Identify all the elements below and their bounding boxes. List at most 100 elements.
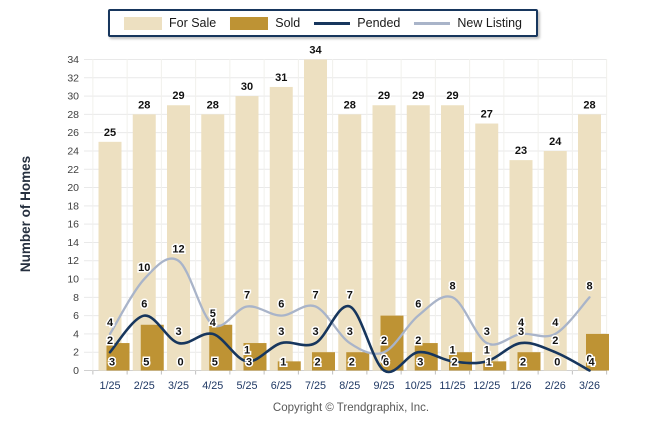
y-tick-label: 16	[67, 219, 79, 231]
for-sale-value-label: 29	[378, 90, 390, 102]
for-sale-value-label: 28	[207, 99, 219, 111]
legend-item-pended: Pended	[314, 16, 400, 30]
bar-sold-6/25	[277, 361, 301, 371]
y-tick-label: 8	[73, 292, 79, 304]
for-sale-value-label: 28	[583, 99, 595, 111]
new-listing-value-label: 3	[484, 326, 490, 338]
for-sale-value-label: 27	[481, 109, 493, 121]
y-tick-label: 22	[67, 164, 79, 176]
pended-value-label: 0	[381, 354, 387, 366]
legend-label: Pended	[357, 16, 401, 30]
bar-sold-10/25	[414, 343, 438, 371]
new-listing-line	[108, 257, 591, 355]
new-listing-line-swatch-icon	[414, 21, 451, 25]
bar-sold-2/25	[140, 324, 164, 371]
legend-label: Sold	[275, 16, 301, 30]
x-tick-label-7/25: 7/25	[305, 380, 326, 392]
legend-item-new-listing: New Listing	[414, 16, 522, 30]
pended-value-label: 1	[244, 344, 250, 356]
pended-value-label: 2	[415, 335, 421, 347]
bar-for-sale-2/25	[132, 114, 156, 371]
sold-value-label: 3	[417, 357, 423, 369]
sold-value-label: 4	[588, 357, 595, 369]
for-sale-value-label: 29	[412, 90, 424, 102]
bar-sold-1/26	[517, 352, 541, 371]
new-listing-value-label: 10	[138, 262, 150, 274]
new-listing-value-label: 3	[347, 326, 353, 338]
sold-value-label: 1	[486, 357, 492, 369]
x-tick-label-9/25: 9/25	[373, 380, 394, 392]
bar-for-sale-9/25	[372, 105, 396, 371]
new-listing-value-label: 4	[552, 317, 559, 329]
x-tick-label-3/26: 3/26	[579, 380, 600, 392]
pended-value-label: 4	[210, 317, 217, 329]
y-tick-label: 0	[73, 365, 79, 377]
for-sale-value-label: 30	[241, 81, 253, 93]
bar-for-sale-6/25	[269, 86, 293, 371]
for-sale-value-label: 29	[446, 90, 458, 102]
y-tick-label: 32	[67, 72, 79, 84]
copyright-text: Copyright © Trendgraphix, Inc.	[272, 402, 430, 414]
for-sale-value-label: 25	[104, 127, 116, 139]
x-tick-label-5/25: 5/25	[236, 380, 257, 392]
pended-value-label: 3	[312, 326, 318, 338]
pended-value-label: 6	[141, 299, 147, 311]
sold-value-label: 3	[109, 357, 115, 369]
bar-for-sale-12/25	[475, 123, 499, 371]
sold-value-label: 6	[383, 357, 389, 369]
for-sale-value-label: 34	[309, 45, 322, 57]
bar-for-sale-7/25	[304, 59, 327, 371]
pended-line-swatch-icon	[314, 21, 351, 25]
bar-for-sale-1/26	[509, 160, 533, 371]
pended-value-label: 3	[175, 326, 181, 338]
for-sale-value-label: 29	[172, 90, 184, 102]
y-tick-label: 10	[67, 274, 79, 286]
bar-for-sale-2/26	[543, 150, 567, 371]
pended-value-label: 1	[449, 344, 455, 356]
sold-value-label: 0	[177, 357, 183, 369]
y-tick-label: 30	[67, 91, 79, 103]
new-listing-value-label: 8	[586, 280, 592, 292]
new-listing-value-label: 2	[381, 335, 387, 347]
sold-value-label: 2	[349, 357, 355, 369]
legend-item-for-sale: For Sale	[123, 16, 217, 30]
new-listing-value-label: 6	[415, 299, 421, 311]
new-listing-value-label: 4	[107, 317, 114, 329]
x-tick-label-8/25: 8/25	[339, 380, 360, 392]
sold-value-label: 2	[314, 357, 320, 369]
new-listing-value-label: 7	[312, 289, 318, 301]
bar-for-sale-4/25	[201, 114, 225, 371]
legend-label: For Sale	[168, 16, 217, 30]
pended-value-label: 3	[278, 326, 284, 338]
new-listing-value-label: 5	[210, 308, 216, 320]
pended-value-label: 2	[107, 335, 113, 347]
bar-sold-12/25	[483, 361, 507, 371]
x-tick-label-2/26: 2/26	[545, 380, 566, 392]
x-tick-label-3/25: 3/25	[168, 380, 189, 392]
for-sale-value-label: 23	[515, 145, 527, 157]
new-listing-value-label: 8	[449, 280, 455, 292]
y-tick-label: 14	[67, 237, 79, 249]
bar-sold-3/26	[586, 333, 609, 371]
for-sale-value-label: 28	[344, 99, 356, 111]
x-tick-label-12/25: 12/25	[473, 380, 500, 392]
pended-value-label: 0	[586, 354, 592, 366]
bar-for-sale-5/25	[235, 96, 259, 371]
new-listing-value-label: 4	[518, 317, 525, 329]
sold-value-label: 5	[212, 357, 218, 369]
pended-value-label: 7	[347, 289, 353, 301]
bar-sold-5/25	[243, 343, 267, 371]
y-tick-label: 18	[67, 200, 79, 212]
x-tick-label-10/25: 10/25	[405, 380, 432, 392]
y-tick-label: 20	[67, 182, 79, 194]
x-tick-label-1/26: 1/26	[510, 380, 531, 392]
new-listing-value-label: 12	[172, 244, 184, 256]
y-tick-label: 2	[73, 347, 79, 359]
sold-value-label: 2	[520, 357, 526, 369]
for-sale-swatch-icon	[123, 16, 162, 30]
legend-item-sold: Sold	[230, 16, 300, 30]
y-tick-label: 4	[73, 328, 79, 340]
sold-value-label: 3	[246, 357, 252, 369]
